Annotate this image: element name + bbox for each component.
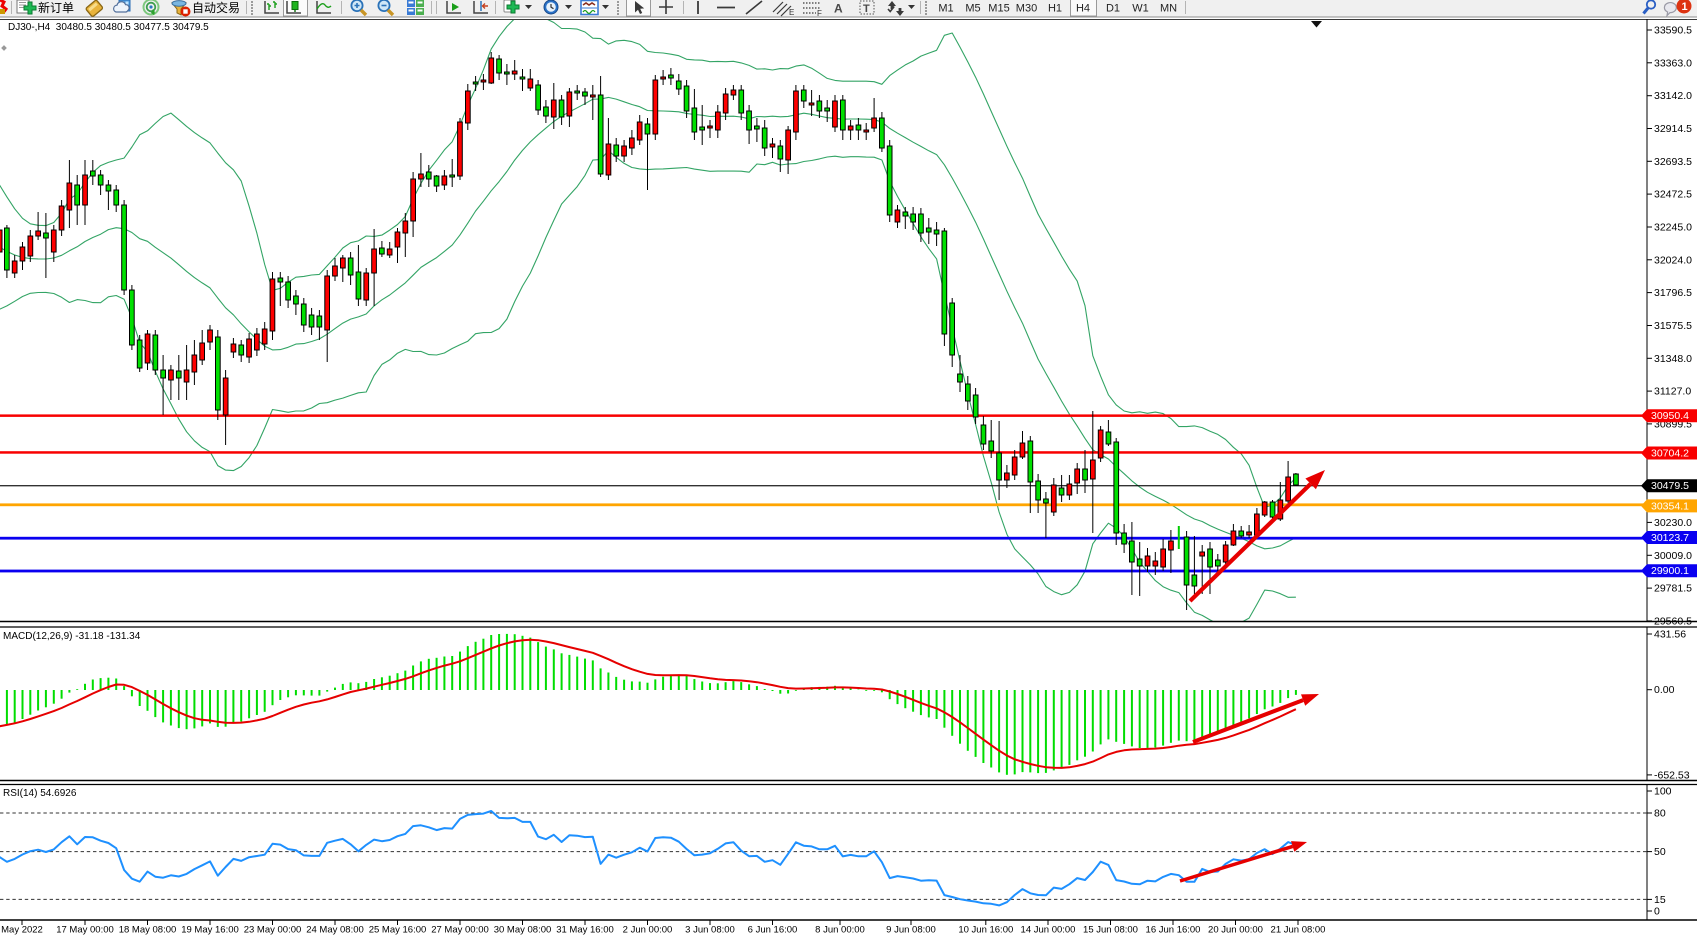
svg-text:T: T — [863, 3, 870, 15]
svg-text:MN: MN — [1160, 3, 1177, 15]
svg-text:32024.0: 32024.0 — [1654, 254, 1692, 266]
svg-text:H4: H4 — [1076, 3, 1090, 15]
svg-text:15: 15 — [1654, 894, 1666, 906]
svg-text:14 Jun 00:00: 14 Jun 00:00 — [1021, 925, 1076, 935]
svg-text:33142.0: 33142.0 — [1654, 90, 1692, 102]
svg-text:自动交易: 自动交易 — [192, 0, 240, 15]
svg-text:32914.5: 32914.5 — [1654, 123, 1692, 135]
svg-text:May 2022: May 2022 — [1, 925, 43, 935]
svg-text:30009.0: 30009.0 — [1654, 550, 1692, 562]
svg-text:3 Jun 08:00: 3 Jun 08:00 — [685, 925, 735, 935]
svg-text:100: 100 — [1654, 786, 1672, 798]
svg-text:30230.0: 30230.0 — [1654, 517, 1692, 529]
svg-text:H1: H1 — [1048, 3, 1062, 15]
svg-text:29560.5: 29560.5 — [1654, 615, 1692, 627]
svg-text:32693.5: 32693.5 — [1654, 156, 1692, 168]
svg-text:31127.0: 31127.0 — [1654, 386, 1691, 398]
svg-text:23 May 00:00: 23 May 00:00 — [244, 925, 302, 935]
svg-text:18 May 08:00: 18 May 08:00 — [119, 925, 177, 935]
svg-text:0: 0 — [1654, 906, 1660, 918]
svg-text:32245.0: 32245.0 — [1654, 222, 1692, 234]
svg-text:431.56: 431.56 — [1654, 629, 1686, 641]
svg-text:24 May 08:00: 24 May 08:00 — [306, 925, 364, 935]
svg-text:W1: W1 — [1132, 3, 1149, 15]
svg-text:31 May 16:00: 31 May 16:00 — [556, 925, 614, 935]
svg-text:30123.7: 30123.7 — [1651, 532, 1689, 544]
svg-text:M30: M30 — [1016, 3, 1037, 15]
svg-text:30950.4: 30950.4 — [1651, 410, 1689, 422]
svg-text:M5: M5 — [965, 3, 980, 15]
svg-text:8 Jun 00:00: 8 Jun 00:00 — [815, 925, 865, 935]
svg-text:31575.5: 31575.5 — [1654, 320, 1692, 332]
svg-text:M1: M1 — [938, 3, 953, 15]
svg-text:1: 1 — [1682, 1, 1688, 13]
svg-text:D1: D1 — [1106, 3, 1120, 15]
svg-text:80: 80 — [1654, 808, 1666, 820]
svg-text:20 Jun 00:00: 20 Jun 00:00 — [1208, 925, 1263, 935]
svg-text:30 May 08:00: 30 May 08:00 — [494, 925, 552, 935]
svg-text:M15: M15 — [988, 3, 1009, 15]
svg-text:30479.5: 30479.5 — [1651, 480, 1689, 492]
svg-text:27 May 00:00: 27 May 00:00 — [431, 925, 489, 935]
svg-text:MACD(12,26,9) -31.18 -131.34: MACD(12,26,9) -31.18 -131.34 — [3, 631, 141, 642]
svg-text:19 May 16:00: 19 May 16:00 — [181, 925, 239, 935]
svg-text:32472.5: 32472.5 — [1654, 189, 1692, 201]
svg-text:RSI(14) 54.6926: RSI(14) 54.6926 — [3, 788, 77, 799]
svg-text:29781.5: 29781.5 — [1654, 583, 1692, 595]
svg-text:0.00: 0.00 — [1654, 684, 1675, 696]
svg-text:DJ30-,H4 30480.5 30480.5 3047: DJ30-,H4 30480.5 30480.5 30477.5 30479.5 — [8, 22, 209, 33]
svg-text:-652.53: -652.53 — [1654, 769, 1690, 781]
svg-text:新订单: 新订单 — [38, 0, 74, 15]
svg-text:30704.2: 30704.2 — [1651, 448, 1689, 460]
svg-text:31348.0: 31348.0 — [1654, 353, 1692, 365]
svg-text:50: 50 — [1654, 846, 1666, 858]
svg-text:29900.1: 29900.1 — [1651, 565, 1689, 577]
svg-text:A: A — [834, 2, 843, 16]
svg-text:10 Jun 16:00: 10 Jun 16:00 — [958, 925, 1013, 935]
svg-text:17 May 00:00: 17 May 00:00 — [56, 925, 114, 935]
svg-text:6 Jun 16:00: 6 Jun 16:00 — [748, 925, 798, 935]
svg-text:21 Jun 08:00: 21 Jun 08:00 — [1271, 925, 1326, 935]
svg-text:F: F — [817, 9, 822, 18]
svg-text:33363.0: 33363.0 — [1654, 57, 1692, 69]
svg-text:16 Jun 16:00: 16 Jun 16:00 — [1146, 925, 1201, 935]
svg-text:E: E — [789, 8, 794, 17]
svg-text:31796.5: 31796.5 — [1654, 287, 1692, 299]
svg-text:30354.1: 30354.1 — [1651, 500, 1689, 512]
svg-text:33590.5: 33590.5 — [1654, 25, 1692, 37]
svg-text:25 May 16:00: 25 May 16:00 — [369, 925, 427, 935]
svg-text:15 Jun 08:00: 15 Jun 08:00 — [1083, 925, 1138, 935]
svg-text:2 Jun 00:00: 2 Jun 00:00 — [623, 925, 673, 935]
svg-text:9 Jun 08:00: 9 Jun 08:00 — [886, 925, 936, 935]
